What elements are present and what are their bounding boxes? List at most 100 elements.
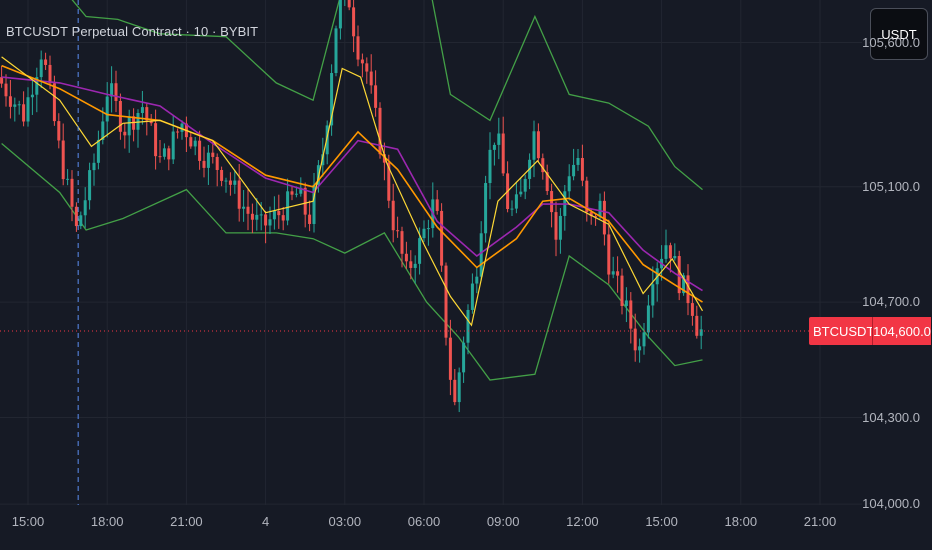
candle-down <box>501 133 505 174</box>
candle-down <box>308 214 312 224</box>
candle-up <box>13 104 17 107</box>
currency-button[interactable]: USDT <box>870 8 928 60</box>
candle-up <box>699 329 703 336</box>
candle-up <box>413 263 417 268</box>
candle-down <box>677 256 681 294</box>
candle-up <box>418 238 422 264</box>
candle-up <box>193 140 197 147</box>
candle-down <box>189 137 193 147</box>
candle-up <box>30 94 34 98</box>
time-tick-label: 18:00 <box>90 514 124 529</box>
candle-down <box>387 162 391 201</box>
candle-up <box>17 104 21 106</box>
candle-down <box>250 213 254 220</box>
candle-down <box>633 328 637 351</box>
candle-down <box>541 158 545 173</box>
candle-down <box>149 120 153 124</box>
candle-down <box>545 172 549 192</box>
candle-down <box>356 36 360 60</box>
candle-down <box>686 275 690 304</box>
candle-down <box>374 85 378 108</box>
candle-up <box>140 107 144 113</box>
candle-up <box>558 215 562 240</box>
candle-down <box>215 156 219 170</box>
candle-up <box>457 372 461 403</box>
grid <box>0 0 862 505</box>
candle-down <box>607 234 611 275</box>
time-tick-label: 21:00 <box>170 514 203 529</box>
candle-down <box>440 210 444 266</box>
candle-down <box>74 206 78 227</box>
candle-up <box>180 123 184 132</box>
candle-up <box>79 215 83 227</box>
candle-down <box>378 107 382 155</box>
candle-up <box>255 214 259 220</box>
candle-up <box>286 191 290 221</box>
candle-up <box>96 139 100 163</box>
indicator-lines <box>1 0 703 381</box>
last-price-tag: 104,600.0 <box>872 317 931 345</box>
candle-down <box>580 157 584 181</box>
candle-up <box>92 162 96 171</box>
candle-up <box>259 214 263 216</box>
candle-up <box>475 276 479 284</box>
candle-down <box>448 337 452 380</box>
candle-up <box>206 152 210 168</box>
candle-up <box>88 170 92 201</box>
candle-down <box>444 265 448 338</box>
candle-up <box>26 97 30 122</box>
candle-down <box>554 212 558 240</box>
candle-down <box>435 199 439 211</box>
candle-down <box>211 152 215 157</box>
candle-down <box>281 215 285 221</box>
candle-up <box>638 346 642 351</box>
candle-down <box>176 131 180 133</box>
time-tick-label: 09:00 <box>486 514 520 529</box>
candle-down <box>44 59 48 65</box>
candle-up <box>462 342 466 373</box>
candle-up <box>484 183 488 234</box>
candle-up <box>470 283 474 310</box>
candle-up <box>422 228 426 239</box>
candle-up <box>497 133 501 145</box>
candle-up <box>224 180 228 182</box>
bollinger-upper-line <box>71 0 703 191</box>
candle-up <box>66 178 70 180</box>
time-tick-label: 15:00 <box>11 514 45 529</box>
candle-down <box>620 275 624 306</box>
time-tick-label: 18:00 <box>724 514 758 529</box>
candle-up <box>567 176 571 192</box>
candle-up <box>330 73 334 126</box>
candle-up <box>35 77 39 95</box>
candle-down <box>114 83 118 101</box>
candle-down <box>347 0 351 8</box>
candle-down <box>237 180 241 209</box>
candle-up <box>519 191 523 195</box>
candle-up <box>598 200 602 217</box>
candle-down <box>400 231 404 254</box>
candle-up <box>523 178 527 192</box>
candle-down <box>154 123 158 157</box>
candle-up <box>101 121 105 140</box>
candle-up <box>426 228 430 230</box>
candle-down <box>4 83 8 97</box>
candle-up <box>611 271 615 275</box>
candle-up <box>110 83 114 97</box>
bollinger-lower-line <box>1 143 703 381</box>
candle-down <box>589 212 593 217</box>
candle-down <box>396 230 400 232</box>
time-tick-label: 06:00 <box>407 514 441 529</box>
candle-up <box>488 149 492 184</box>
chart-overlays <box>0 0 862 505</box>
candle-down <box>404 253 408 262</box>
candle-down <box>290 191 294 195</box>
candle-down <box>198 140 202 161</box>
candle-down <box>61 140 65 180</box>
candle-up <box>83 200 87 216</box>
candle-down <box>303 187 307 215</box>
candle-down <box>629 300 633 329</box>
time-tick-label: 03:00 <box>328 514 362 529</box>
candle-down <box>52 83 56 122</box>
candle-up <box>664 245 668 259</box>
